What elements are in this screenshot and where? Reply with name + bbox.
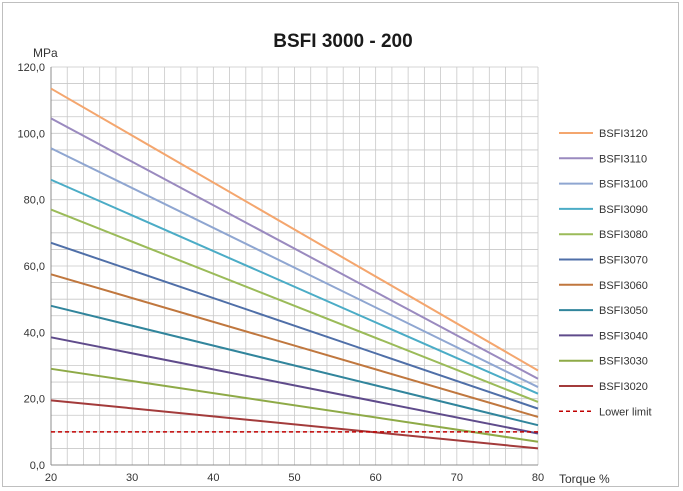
legend-label: BSFI3110 (599, 153, 647, 165)
legend-label: BSFI3030 (599, 356, 648, 368)
legend-label: BSFI3120 (599, 128, 648, 140)
y-tick-label: 20,0 (24, 394, 45, 406)
y-tick-label: 100,0 (17, 128, 45, 140)
x-tick-label: 30 (126, 472, 138, 484)
series-line (50, 273, 539, 418)
chart-title: BSFI 3000 - 200 (273, 31, 412, 52)
legend-label: BSFI3070 (599, 255, 648, 267)
series-line (50, 208, 539, 403)
series-line (50, 241, 539, 410)
tick-labels: 0,0 20,0 40,0 60,0 80,0 100,0 120,0 20 30 40 50 60 7… (17, 62, 544, 484)
series-line (50, 367, 539, 443)
y-tick-label: 120,0 (17, 62, 45, 74)
series-line (50, 304, 539, 427)
legend-label: BSFI3060 (599, 280, 648, 292)
legend: BSFI3120 BSFI3110 BSFI3100 BSFI3090 BSFI3080… (559, 128, 652, 418)
legend-label: BSFI3020 (599, 381, 648, 393)
legend-label: BSFI3090 (599, 204, 648, 216)
legend-label: BSFI3040 (599, 330, 648, 342)
y-tick-label: 60,0 (24, 261, 45, 273)
y-tick-label: 80,0 (24, 195, 45, 207)
series-line (50, 399, 539, 450)
x-tick-label: 40 (207, 472, 219, 484)
chart-frame: BSFI 3000 - 200 MPa Torque % 0,0 20,0 40,0… (2, 2, 679, 487)
line-chart: BSFI 3000 - 200 MPa Torque % 0,0 20,0 40,0… (17, 31, 652, 486)
legend-label: Lower limit (599, 406, 652, 418)
series-lines (50, 87, 539, 450)
series-line (50, 87, 539, 372)
series-line (50, 336, 539, 435)
series-line (50, 117, 539, 380)
x-tick-label: 20 (45, 472, 57, 484)
x-axis-label: Torque % (559, 472, 610, 486)
y-tick-label: 0,0 (30, 460, 45, 472)
legend-label: BSFI3080 (599, 229, 648, 241)
x-tick-label: 60 (370, 472, 382, 484)
y-tick-label: 40,0 (24, 327, 45, 339)
series-line (50, 147, 539, 388)
x-tick-label: 50 (288, 472, 300, 484)
x-tick-label: 70 (451, 472, 463, 484)
x-tick-label: 80 (532, 472, 544, 484)
legend-label: BSFI3050 (599, 305, 648, 317)
axes (50, 67, 538, 466)
legend-label: BSFI3100 (599, 179, 648, 191)
y-axis-label: MPa (33, 46, 58, 60)
series-line (50, 178, 539, 395)
